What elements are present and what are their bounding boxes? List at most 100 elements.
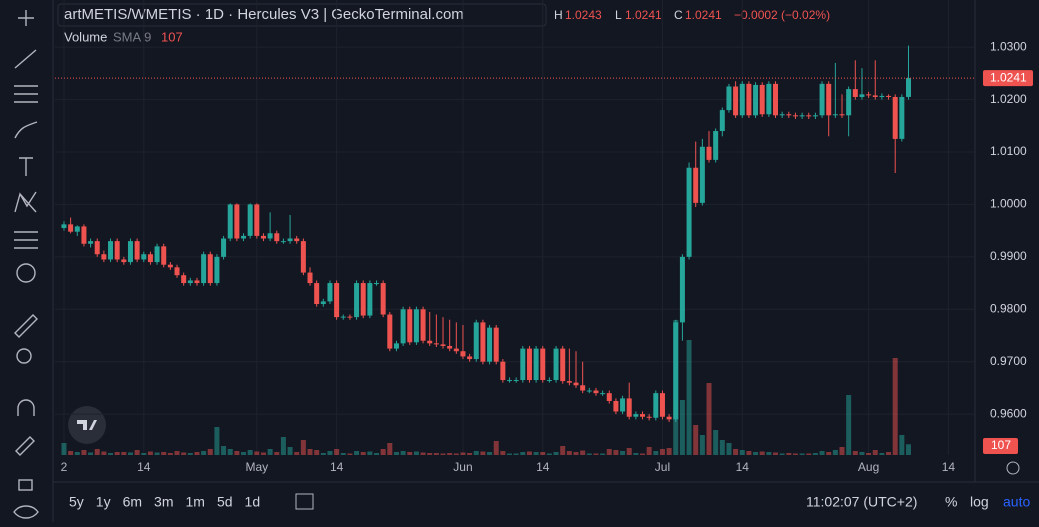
volume-bar — [274, 452, 280, 455]
candle-body — [81, 226, 87, 244]
left-toolbar — [13, 10, 39, 519]
candle-body — [407, 309, 413, 343]
zoom-tool[interactable] — [16, 348, 32, 364]
candle-body — [613, 401, 619, 412]
volume-bar — [753, 452, 759, 455]
volume-bar — [493, 441, 499, 455]
candle-body — [653, 393, 659, 418]
crosshair-tool[interactable] — [18, 10, 34, 26]
candle-body — [453, 348, 459, 352]
candle-body — [101, 254, 107, 260]
lock-draw-tool[interactable] — [15, 436, 35, 456]
candle-body — [839, 114, 845, 116]
candle-body — [467, 356, 473, 360]
trend-line-tool[interactable] — [14, 49, 37, 69]
y-tick-label: 1.0200 — [990, 92, 1027, 106]
candle-body — [879, 95, 885, 97]
percent-toggle[interactable]: % — [945, 494, 957, 510]
candle-body — [580, 385, 586, 391]
candle-body — [400, 309, 406, 344]
volume-bar — [872, 450, 878, 455]
volume-bar — [347, 453, 353, 455]
volume-bar — [886, 452, 892, 455]
range-button[interactable]: 1d — [245, 494, 261, 510]
volume-bar — [487, 452, 493, 455]
text-tool[interactable] — [19, 157, 33, 176]
candle-body — [134, 241, 140, 260]
volume-bar — [114, 452, 120, 455]
candle-body — [739, 83, 745, 116]
range-button[interactable]: 6m — [123, 494, 142, 510]
range-button[interactable]: 5d — [217, 494, 233, 510]
candle-body — [513, 380, 519, 382]
visibility-tool[interactable] — [13, 505, 39, 519]
candle-body — [94, 241, 100, 255]
volume-bar — [593, 453, 599, 455]
candle-body — [526, 348, 532, 381]
candle-body — [766, 83, 772, 115]
candle-body — [686, 167, 692, 257]
candle-body — [507, 380, 513, 382]
volume-bar — [739, 450, 745, 455]
volume-bar — [646, 447, 652, 455]
date-range-button[interactable] — [295, 493, 314, 510]
volume-bar — [693, 425, 699, 455]
volume-bar — [61, 443, 67, 455]
lock-tool[interactable] — [18, 479, 33, 491]
magnet-tool[interactable] — [17, 399, 35, 416]
x-tick-label: 14 — [137, 460, 151, 474]
volume-bar — [640, 453, 646, 455]
range-button[interactable]: 1y — [96, 494, 111, 510]
candle-body — [666, 416, 672, 420]
candle-body — [367, 283, 373, 316]
candle-body — [573, 382, 579, 386]
volume-bar — [686, 340, 692, 455]
high-value: 1.0243 — [565, 8, 602, 22]
candle-body — [546, 380, 552, 382]
volume-bar — [859, 452, 865, 455]
volume-bar — [852, 451, 858, 455]
volume-bar — [453, 453, 459, 455]
volume-bar — [659, 449, 665, 455]
range-button[interactable]: 1m — [186, 494, 205, 510]
close-label: C — [674, 8, 683, 22]
volume-bar — [413, 451, 419, 455]
brush-tool[interactable] — [14, 121, 38, 139]
candle-body — [859, 94, 865, 97]
candle-body — [447, 345, 453, 349]
volume-bar — [507, 453, 513, 455]
pattern-tool[interactable] — [14, 191, 37, 213]
candle-body — [194, 280, 200, 284]
volume-bar — [393, 452, 399, 455]
x-tick-label: 14 — [536, 460, 550, 474]
ruler-tool[interactable] — [14, 314, 38, 338]
candle-body — [181, 275, 187, 284]
title-box — [57, 3, 547, 27]
y-tick-label: 0.9700 — [990, 354, 1027, 368]
last-volume-label: 107 — [991, 438, 1011, 452]
volume-bar — [354, 451, 360, 455]
volume-bar — [420, 452, 426, 455]
range-button[interactable]: 3m — [154, 494, 173, 510]
emoji-tool[interactable] — [16, 263, 36, 283]
fib-tool[interactable] — [14, 85, 38, 103]
volume-bar — [340, 453, 346, 455]
candle-body — [792, 115, 798, 117]
forecast-tool[interactable] — [14, 231, 38, 249]
volume-bar — [826, 452, 832, 455]
candle-body — [280, 241, 286, 243]
y-tick-label: 0.9900 — [990, 249, 1027, 263]
candle-body — [493, 327, 499, 362]
candle-body — [433, 343, 439, 345]
volume-bar — [101, 451, 107, 455]
volume-bar — [713, 430, 719, 455]
candle-body — [706, 146, 712, 160]
auto-toggle[interactable]: auto — [1003, 494, 1030, 510]
candle-body — [673, 322, 679, 420]
range-button[interactable]: 5y — [69, 494, 84, 510]
log-toggle[interactable]: log — [970, 494, 989, 510]
candle-body — [201, 254, 207, 284]
volume-bar — [360, 452, 366, 455]
volume-bar — [460, 452, 466, 455]
axis-settings[interactable] — [1006, 461, 1020, 475]
